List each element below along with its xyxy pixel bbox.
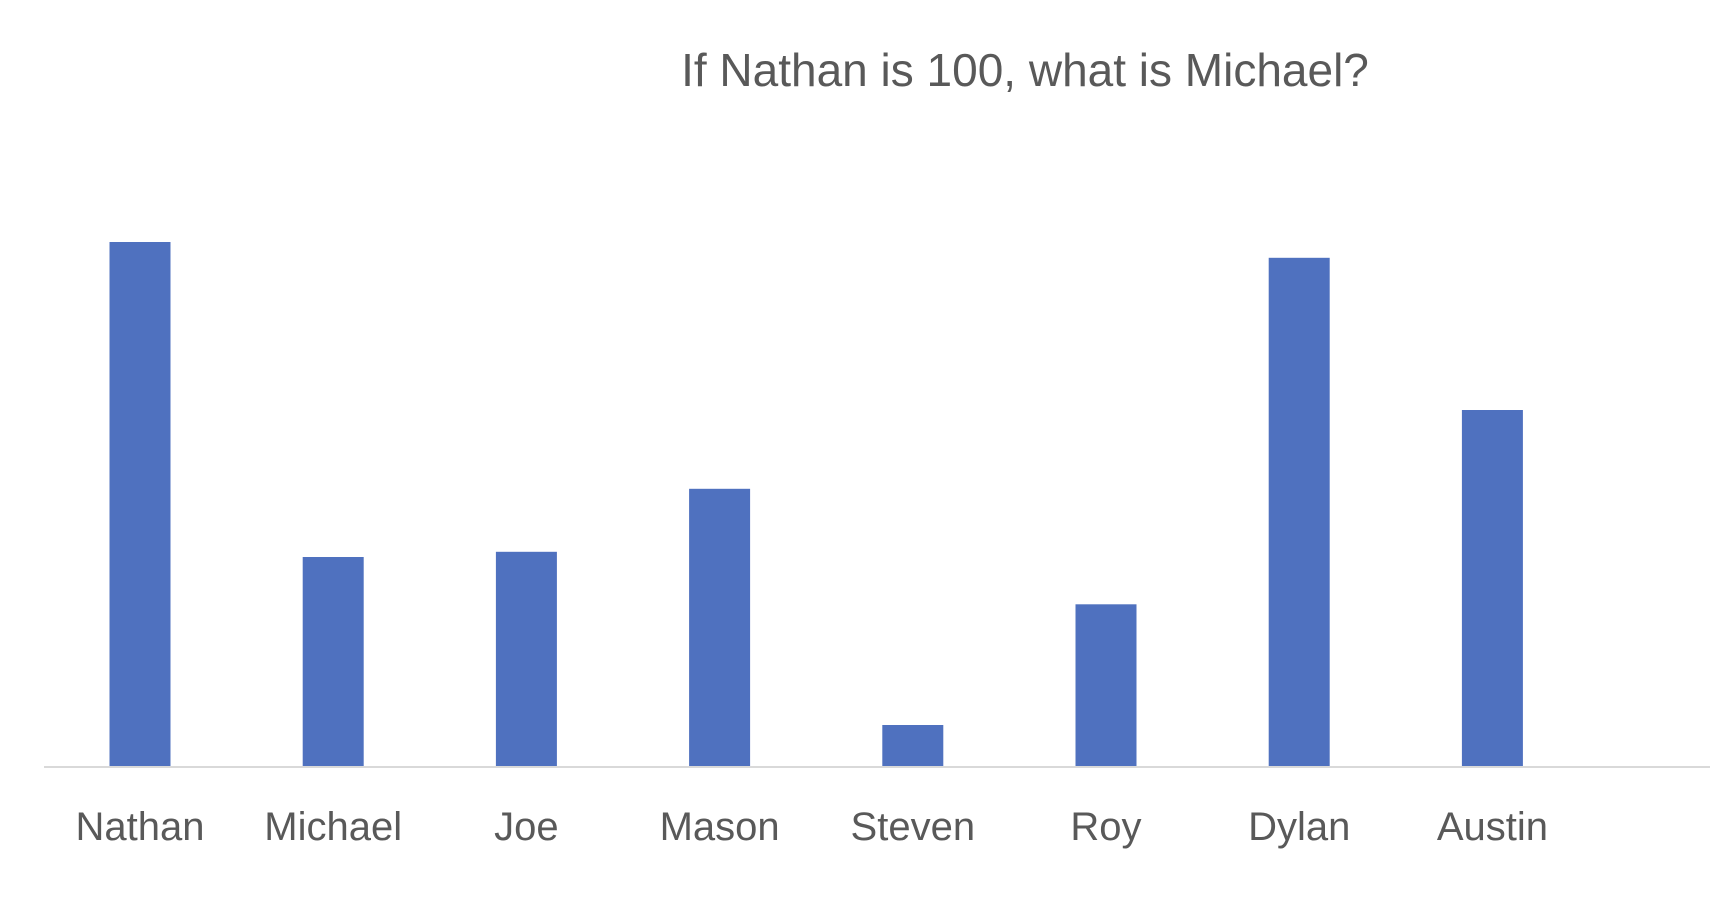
bars-layer: [109, 242, 1523, 768]
x-tick-label-steven: Steven: [851, 805, 976, 849]
x-tick-labels: Nathan Michael Joe Mason Steven Roy Dylan Austi…: [76, 805, 1548, 849]
bar-steven: [882, 725, 944, 767]
x-tick-label-mason: Mason: [660, 805, 780, 849]
bar-joe: [495, 551, 557, 768]
bar-austin: [1461, 410, 1523, 767]
bar-dylan: [1268, 257, 1330, 768]
x-tick-label-roy: Roy: [1070, 805, 1141, 849]
chart-title: If Nathan is 100, what is Michael?: [681, 44, 1369, 96]
x-tick-label-michael: Michael: [264, 805, 402, 849]
x-tick-label-austin: Austin: [1437, 805, 1548, 849]
bar-mason: [689, 488, 751, 768]
x-tick-label-nathan: Nathan: [76, 805, 205, 849]
bar-michael: [302, 557, 364, 767]
x-tick-label-joe: Joe: [494, 805, 559, 849]
x-tick-label-dylan: Dylan: [1248, 805, 1350, 849]
bar-nathan: [109, 242, 171, 767]
bar-roy: [1075, 604, 1137, 768]
